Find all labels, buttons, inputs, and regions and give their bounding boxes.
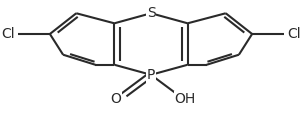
Text: O: O (111, 92, 121, 106)
Text: Cl: Cl (287, 27, 300, 41)
Text: P: P (147, 68, 155, 82)
Text: OH: OH (175, 92, 196, 106)
Text: Cl: Cl (2, 27, 15, 41)
Text: S: S (147, 6, 155, 20)
